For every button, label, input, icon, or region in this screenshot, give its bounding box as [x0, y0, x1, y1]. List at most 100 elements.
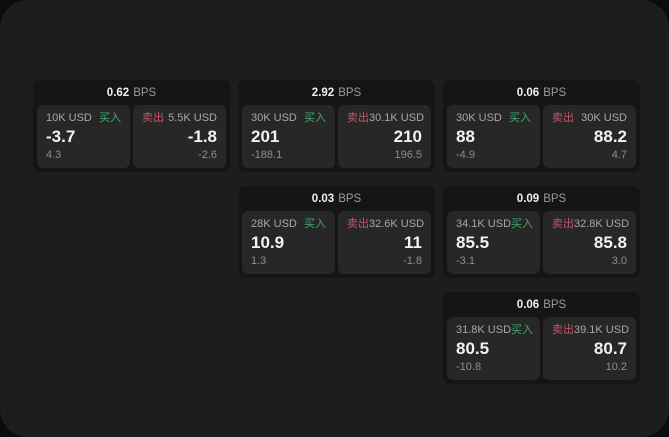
quote-card: 0.03 BPS 28K USD 买入 10.9 1.3 卖出 32.6K US… [238, 186, 435, 278]
sell-price: 80.7 [593, 339, 627, 358]
bps-unit-label: BPS [543, 192, 567, 205]
sell-price: 11 [404, 233, 422, 252]
sell-labels-row: 卖出 39.1K USD [552, 324, 630, 337]
sell-price: 85.8 [593, 233, 627, 252]
buy-panel[interactable]: 28K USD 买入 10.9 1.3 [242, 211, 335, 274]
bps-unit-label: BPS [133, 86, 157, 99]
sell-panel[interactable]: 卖出 30K USD 88.2 4.7 [543, 105, 636, 168]
quote-panels: 34.1K USD 买入 85.5 -3.1 卖出 32.8K USD 85.8… [443, 211, 640, 278]
buy-delta: -10.8 [456, 361, 482, 373]
buy-side-label: 买入 [304, 112, 326, 124]
buy-amount-label: 30K USD [456, 112, 502, 124]
sell-side-label: 卖出 [142, 112, 164, 124]
buy-panel[interactable]: 30K USD 买入 88 -4.9 [447, 105, 540, 168]
buy-panel[interactable]: 30K USD 买入 201 -188.1 [242, 105, 335, 168]
card-header: 0.09 BPS [443, 186, 640, 211]
sell-amount-label: 32.8K USD [574, 218, 630, 230]
bps-value: 0.03 [311, 192, 335, 205]
quote-panels: 31.8K USD 买入 80.5 -10.8 卖出 39.1K USD 80.… [443, 317, 640, 384]
sell-panel[interactable]: 卖出 32.8K USD 85.8 3.0 [543, 211, 636, 274]
sell-delta: -1.8 [403, 255, 422, 267]
buy-delta: -4.9 [456, 149, 475, 161]
buy-side-label: 买入 [511, 218, 534, 230]
sell-labels-row: 卖出 30K USD [552, 112, 627, 125]
buy-side-label: 买入 [99, 112, 121, 124]
bps-value: 2.92 [311, 86, 335, 99]
buy-amount-label: 34.1K USD [456, 218, 512, 230]
quote-card: 2.92 BPS 30K USD 买入 201 -188.1 卖出 30.1K … [238, 80, 435, 172]
card-header: 0.06 BPS [443, 80, 640, 105]
sell-panel[interactable]: 卖出 32.6K USD 11 -1.8 [338, 211, 431, 274]
buy-labels-row: 28K USD 买入 [251, 218, 326, 231]
sell-amount-label: 30.1K USD [369, 112, 425, 124]
sell-amount-label: 5.5K USD [168, 112, 217, 124]
buy-price: 10.9 [251, 233, 285, 252]
buy-price: 201 [251, 127, 280, 146]
sell-panel[interactable]: 卖出 5.5K USD -1.8 -2.6 [133, 105, 226, 168]
buy-labels-row: 30K USD 买入 [456, 112, 531, 125]
buy-side-label: 买入 [511, 324, 534, 336]
sell-amount-label: 32.6K USD [369, 218, 425, 230]
sell-side-label: 卖出 [347, 112, 369, 124]
quote-panels: 30K USD 买入 201 -188.1 卖出 30.1K USD 210 1… [238, 105, 435, 172]
sell-panel[interactable]: 卖出 30.1K USD 210 196.5 [338, 105, 431, 168]
buy-amount-label: 10K USD [46, 112, 92, 124]
buy-side-label: 买入 [509, 112, 531, 124]
sell-price: -1.8 [187, 127, 217, 146]
buy-amount-label: 28K USD [251, 218, 297, 230]
sell-side-label: 卖出 [552, 218, 574, 230]
buy-price: -3.7 [46, 127, 76, 146]
buy-price: 85.5 [456, 233, 490, 252]
buy-panel[interactable]: 31.8K USD 买入 80.5 -10.8 [447, 317, 540, 380]
sell-delta: -2.6 [198, 149, 217, 161]
bps-value: 0.09 [516, 192, 540, 205]
quote-panels: 28K USD 买入 10.9 1.3 卖出 32.6K USD 11 -1.8 [238, 211, 435, 278]
bps-unit-label: BPS [338, 192, 362, 205]
buy-price: 80.5 [456, 339, 490, 358]
buy-labels-row: 30K USD 买入 [251, 112, 326, 125]
buy-delta: -3.1 [456, 255, 475, 267]
sell-labels-row: 卖出 5.5K USD [142, 112, 217, 125]
sell-side-label: 卖出 [552, 324, 574, 336]
sell-amount-label: 30K USD [581, 112, 627, 124]
bps-unit-label: BPS [543, 86, 567, 99]
buy-side-label: 买入 [304, 218, 326, 230]
sell-delta: 10.2 [605, 361, 627, 373]
sell-delta: 3.0 [611, 255, 627, 267]
buy-labels-row: 34.1K USD 买入 [456, 218, 534, 231]
buy-labels-row: 10K USD 买入 [46, 112, 121, 125]
buy-amount-label: 31.8K USD [456, 324, 512, 336]
bps-value: 0.62 [106, 86, 130, 99]
sell-panel[interactable]: 卖出 39.1K USD 80.7 10.2 [543, 317, 636, 380]
buy-panel[interactable]: 34.1K USD 买入 85.5 -3.1 [447, 211, 540, 274]
quote-panels: 30K USD 买入 88 -4.9 卖出 30K USD 88.2 4.7 [443, 105, 640, 172]
sell-price: 88.2 [593, 127, 627, 146]
bps-unit-label: BPS [543, 298, 567, 311]
buy-panel[interactable]: 10K USD 买入 -3.7 4.3 [37, 105, 130, 168]
bps-value: 0.06 [516, 86, 540, 99]
quote-card: 0.09 BPS 34.1K USD 买入 85.5 -3.1 卖出 32.8K… [443, 186, 640, 278]
sell-delta: 196.5 [394, 149, 422, 161]
card-header: 2.92 BPS [238, 80, 435, 105]
sell-labels-row: 卖出 30.1K USD [347, 112, 425, 125]
quote-panels: 10K USD 买入 -3.7 4.3 卖出 5.5K USD -1.8 -2.… [33, 105, 230, 172]
sell-amount-label: 39.1K USD [574, 324, 630, 336]
buy-amount-label: 30K USD [251, 112, 297, 124]
buy-delta: 1.3 [251, 255, 267, 267]
sell-delta: 4.7 [611, 149, 627, 161]
quote-card: 0.06 BPS 31.8K USD 买入 80.5 -10.8 卖出 39.1… [443, 292, 640, 384]
quote-card-grid: 0.62 BPS 10K USD 买入 -3.7 4.3 卖出 5.5K USD [33, 80, 640, 384]
card-header: 0.03 BPS [238, 186, 435, 211]
buy-price: 88 [456, 127, 475, 146]
sell-labels-row: 卖出 32.8K USD [552, 218, 630, 231]
buy-delta: -188.1 [251, 149, 283, 161]
quote-card: 0.06 BPS 30K USD 买入 88 -4.9 卖出 30K USD [443, 80, 640, 172]
sell-side-label: 卖出 [552, 112, 574, 124]
quote-card: 0.62 BPS 10K USD 买入 -3.7 4.3 卖出 5.5K USD [33, 80, 230, 172]
buy-labels-row: 31.8K USD 买入 [456, 324, 534, 337]
card-header: 0.62 BPS [33, 80, 230, 105]
bps-unit-label: BPS [338, 86, 362, 99]
sell-price: 210 [393, 127, 422, 146]
sell-labels-row: 卖出 32.6K USD [347, 218, 425, 231]
